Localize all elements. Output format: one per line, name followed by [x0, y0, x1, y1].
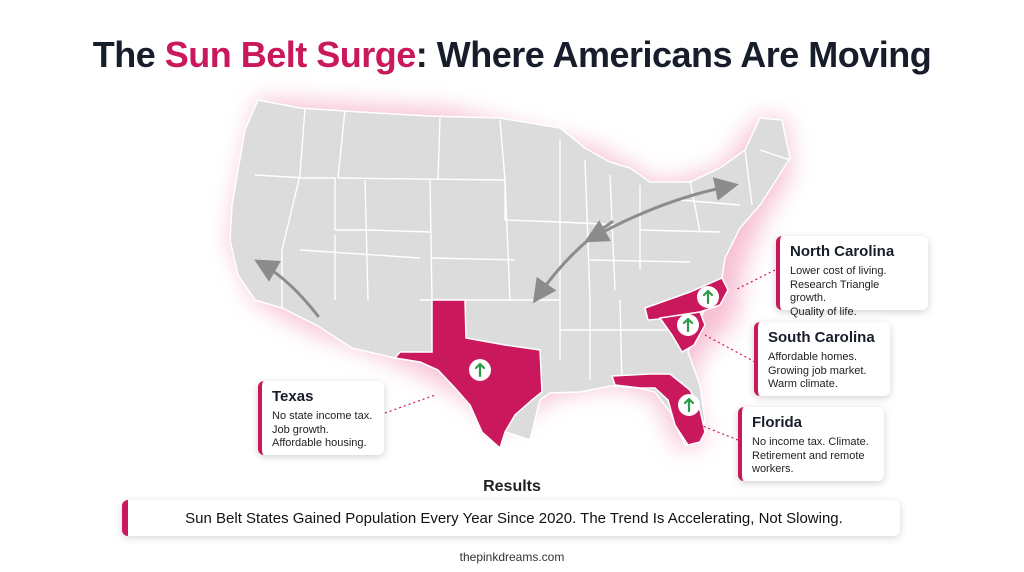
callout-title: South Carolina [768, 329, 875, 346]
growth-markers [469, 286, 719, 416]
summary-banner: Sun Belt States Gained Population Every … [122, 500, 900, 536]
callout-line: Warm climate. [768, 378, 838, 390]
up-arrow-icon [678, 394, 700, 416]
callout-line: No state income tax. [272, 410, 373, 422]
callout-title: Florida [752, 414, 803, 431]
callout-line: Affordable housing. [272, 437, 367, 449]
state-texas [393, 299, 543, 450]
results-label: Results [483, 478, 541, 495]
leader-lines [384, 269, 776, 441]
migration-arrow-northeast [584, 177, 739, 243]
callout-south-carolina: South Carolina Affordable homes. Growing… [754, 322, 890, 396]
title-highlight: Sun Belt Surge [164, 34, 417, 75]
title-part1: The [92, 34, 165, 75]
banner-text: Sun Belt States Gained Population Every … [185, 509, 843, 527]
migration-arrow-midwest [532, 220, 614, 304]
callout-north-carolina: North Carolina Lower cost of living. Res… [776, 236, 928, 318]
callout-line: workers. [752, 463, 794, 475]
callout-line: Job growth. [272, 423, 329, 436]
up-arrow-icon [677, 314, 699, 336]
migration-arrows [254, 177, 739, 318]
callout-line: Research Triangle growth. [790, 278, 880, 305]
callout-florida: Florida No income tax. Climate. Retireme… [738, 407, 884, 481]
callout-title: Texas [272, 388, 314, 405]
migration-arrow-west [254, 259, 320, 318]
up-arrow-icon [697, 286, 719, 308]
callout-title: North Carolina [790, 243, 895, 260]
callout-line: Growing job market. [768, 364, 867, 377]
page-title: The Sun Belt Surge: Where Americans Are … [0, 34, 1024, 76]
callout-line: Retirement and remote [752, 449, 865, 462]
callout-line: Affordable homes. [768, 351, 858, 363]
callout-line: Lower cost of living. [790, 265, 887, 277]
footer-url: thepinkdreams.com [459, 550, 565, 564]
callout-texas: Texas No state income tax. Job growth. A… [258, 381, 384, 455]
callout-line: No income tax. Climate. [752, 436, 869, 448]
callout-line: Quality of life. [790, 305, 857, 318]
up-arrow-icon [469, 359, 491, 381]
title-part2: : Where Americans Are Moving [415, 34, 932, 75]
state-florida [610, 373, 706, 446]
